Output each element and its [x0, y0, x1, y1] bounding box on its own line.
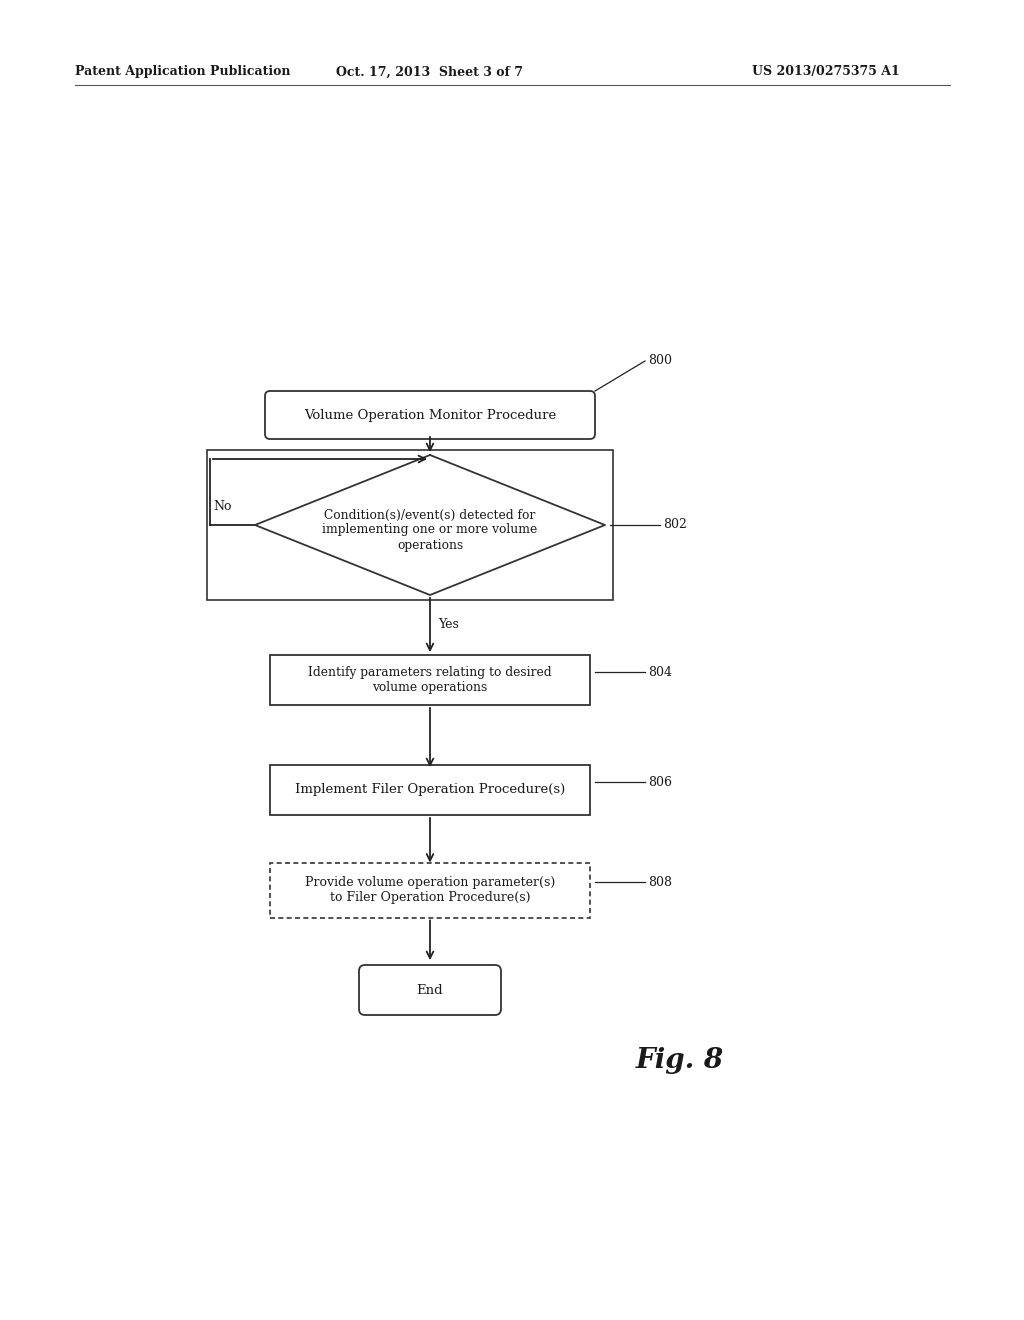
Text: Implement Filer Operation Procedure(s): Implement Filer Operation Procedure(s): [295, 784, 565, 796]
Text: Yes: Yes: [438, 619, 459, 631]
Text: US 2013/0275375 A1: US 2013/0275375 A1: [753, 66, 900, 78]
Bar: [207, 450, 613, 601]
Text: Patent Application Publication: Patent Application Publication: [75, 66, 291, 78]
Bar: [270, 655, 590, 705]
Text: 808: 808: [648, 875, 672, 888]
Text: End: End: [417, 983, 443, 997]
Text: Provide volume operation parameter(s)
to Filer Operation Procedure(s): Provide volume operation parameter(s) to…: [305, 876, 555, 904]
Text: 800: 800: [648, 355, 672, 367]
Bar: [270, 766, 590, 814]
Text: Volume Operation Monitor Procedure: Volume Operation Monitor Procedure: [304, 408, 556, 421]
Text: 806: 806: [648, 776, 672, 788]
Text: Fig. 8: Fig. 8: [636, 1047, 724, 1073]
Text: No: No: [213, 500, 231, 513]
FancyBboxPatch shape: [265, 391, 595, 440]
Text: Identify parameters relating to desired
volume operations: Identify parameters relating to desired …: [308, 667, 552, 694]
Text: Condition(s)/event(s) detected for
implementing one or more volume
operations: Condition(s)/event(s) detected for imple…: [323, 508, 538, 552]
Text: 804: 804: [648, 665, 672, 678]
Text: 802: 802: [663, 519, 687, 532]
Text: Oct. 17, 2013  Sheet 3 of 7: Oct. 17, 2013 Sheet 3 of 7: [337, 66, 523, 78]
Polygon shape: [255, 455, 605, 595]
FancyBboxPatch shape: [359, 965, 501, 1015]
Bar: [270, 862, 590, 917]
